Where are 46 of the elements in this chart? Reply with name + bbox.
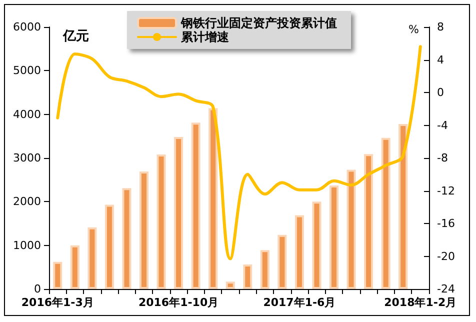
bar: [122, 188, 132, 289]
y2-tick-label: -12: [437, 184, 455, 198]
y2-tick-label: 0: [437, 86, 444, 99]
y-tick-label: 5000: [13, 64, 41, 78]
bar: [174, 137, 184, 289]
bar: [243, 264, 252, 289]
x-tick-label: 2018年1-2月: [384, 296, 457, 309]
bar: [88, 227, 97, 289]
line-series: [56, 45, 422, 260]
y2-tick-label: -16: [437, 217, 455, 230]
y2-tick-label: 4: [437, 53, 444, 66]
x-tick-label: 2017年1-6月: [263, 296, 336, 309]
bar: [346, 170, 356, 289]
bar: [70, 245, 80, 289]
y2-tick-label: -20: [437, 250, 455, 263]
y-tick-label: 2000: [13, 195, 41, 208]
bar: [53, 262, 62, 289]
y-tick-label: 3000: [13, 152, 41, 164]
bar: [364, 154, 374, 289]
y2-tick-label: -8: [437, 152, 448, 164]
bar: [381, 138, 390, 289]
y-tick-label: 6000: [13, 20, 41, 34]
x-tick-label: 2016年1-10月: [138, 296, 219, 309]
bar: [278, 234, 287, 289]
y2-tick-label: -24: [437, 282, 455, 296]
bar: [104, 204, 114, 289]
y-tick-label: 0: [34, 282, 41, 296]
y-tick-label: 1000: [13, 238, 41, 252]
legend-label: 累计增速: [180, 30, 230, 44]
y2-axis-title: %: [408, 23, 419, 36]
bar: [140, 172, 148, 289]
y-tick-label: 4000: [13, 108, 41, 121]
bar: [294, 215, 304, 289]
bar: [312, 202, 322, 289]
y2-tick-label: -4: [437, 118, 448, 132]
bar: [226, 282, 235, 289]
x-tick-label: 2016年1-3月: [21, 296, 94, 309]
y-axis-title: 亿元: [62, 29, 89, 44]
bar: [191, 122, 200, 289]
bar: [398, 124, 408, 289]
bar: [156, 154, 166, 289]
bar: [260, 250, 270, 289]
y2-tick-label: 8: [437, 20, 444, 34]
bar: [208, 108, 218, 289]
bar: [330, 186, 338, 289]
legend-label: 钢铁行业固定资产投资累计值: [180, 16, 337, 30]
